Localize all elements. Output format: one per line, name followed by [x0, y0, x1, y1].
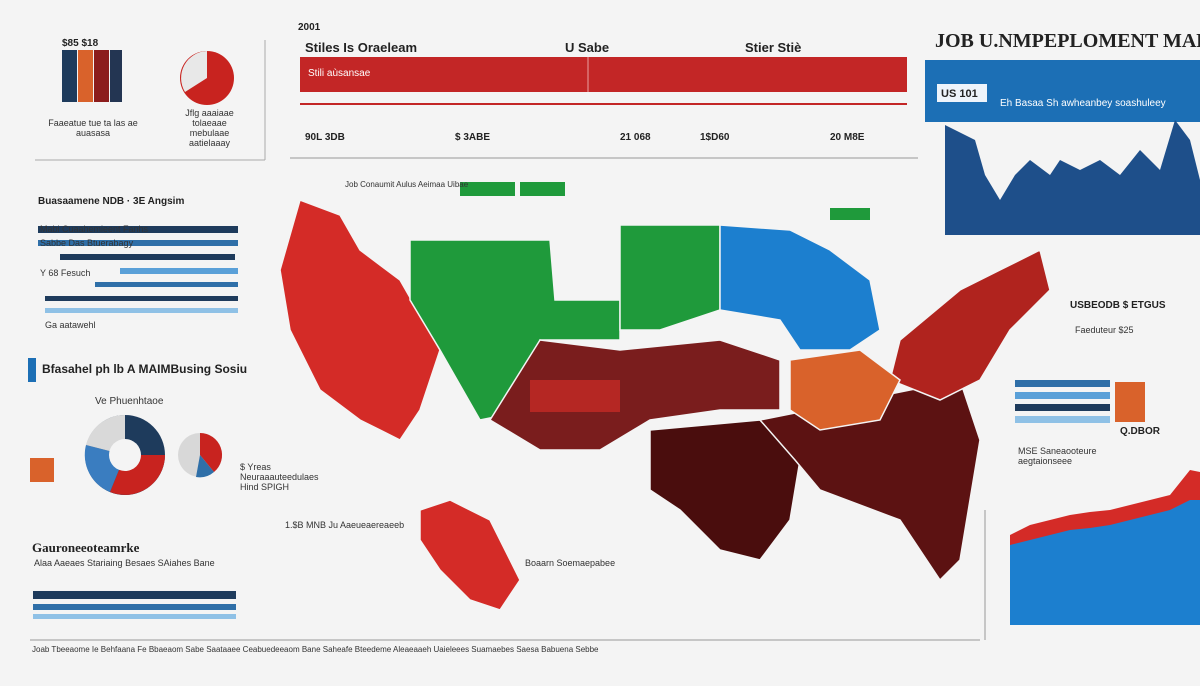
right-mid: MSE Saneaooteure aegtaionseee — [1018, 446, 1097, 466]
header-label: U Sabe — [565, 40, 610, 55]
stat: $ 3ABE — [455, 132, 491, 143]
right-stat: USBEODB $ ETGUS — [1070, 300, 1166, 311]
blue-box-text: Eh Basaa Sh awheanbey soashuleey — [1000, 98, 1166, 109]
right-tag: Q.DBOR — [1120, 426, 1160, 437]
panel-heading: Bfasahel ph lb A MAIMBusing Sosiu — [42, 362, 248, 376]
right-sub: Faeduteur $25 — [1075, 325, 1134, 335]
map-note: 1.$B MNB Ju Aaeueaereaeeb — [285, 520, 405, 530]
map-note: $ Yreas Neuraaauteedulaes Hind SPIGH — [240, 462, 319, 492]
stat: 20 M8E — [830, 132, 865, 143]
stat: 1$D60 — [700, 132, 730, 143]
panel-row: Mabi Cuaahemieent Fanhs — [40, 224, 149, 234]
pie-title: Ve Phuenhtaoe — [95, 396, 164, 407]
stat: 90L 3DB — [305, 132, 345, 143]
banner-text: Stili aùsansae — [308, 68, 371, 79]
map-note: Boaarn Soemaepabee — [525, 558, 616, 568]
top-left-caption: Faaeatue tue ta las ae auasasa — [48, 118, 138, 138]
panel-heading: Buasaamene NDB · 3E Angsim — [38, 196, 185, 207]
year: 2001 — [298, 22, 321, 33]
map-note: Job Conaumit Aulus Aeimaa Uibae — [345, 180, 469, 189]
stat: 21 068 — [620, 132, 651, 143]
top-left-side: Jflg aaaiaae tolaeaae mebulaae aatielaaa… — [185, 108, 234, 148]
footer: Joab Tbeeaome Ie Behfaana Fe Bbaeaom Sab… — [32, 645, 599, 654]
header-label: Stier Stiè — [745, 40, 802, 55]
main-title: JOB U.NMPEPLOMENT MARKE — [935, 30, 1200, 52]
panel-row: Ga aatawehl — [45, 320, 96, 330]
panel-heading: Gauroneeoteamrke — [32, 540, 140, 555]
panel-row: Y 68 Fesuch — [40, 268, 91, 278]
header-label: Stiles Is Oraeleam — [305, 40, 418, 55]
panel-text: Alaa Aaeaes Stariaing Besaes SAiahes Ban… — [34, 558, 215, 568]
top-left-value: $85 $18 — [62, 38, 99, 49]
blue-box-label: US 101 — [941, 88, 978, 100]
panel-row: Sabbe Das Btuerabagy — [40, 238, 134, 248]
